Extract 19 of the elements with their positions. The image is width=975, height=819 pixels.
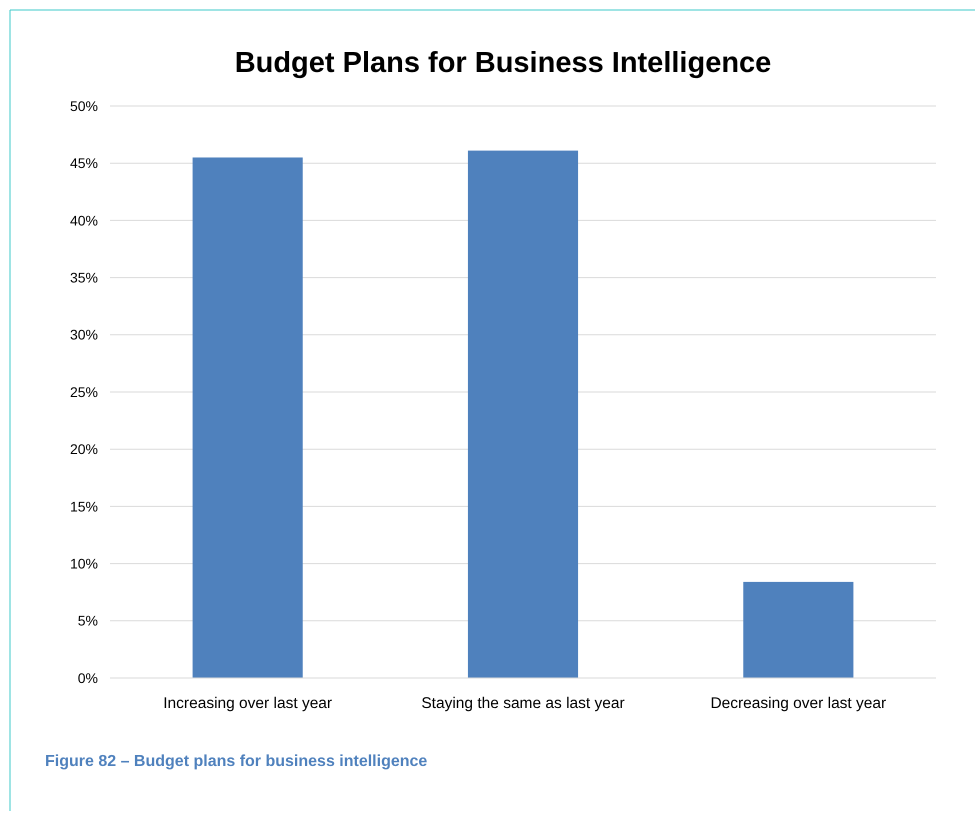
y-tick-label: 20% — [70, 441, 98, 458]
x-tick-label: Staying the same as last year — [421, 695, 625, 712]
y-tick-label: 15% — [70, 498, 98, 514]
chart-title: Budget Plans for Business Intelligence — [234, 47, 772, 79]
y-tick-label: 35% — [70, 270, 98, 286]
x-tick-label: Decreasing over last year — [710, 695, 886, 712]
caption: Figure 82 – Budget plans for business intelligence — [45, 753, 428, 770]
bar — [192, 157, 303, 678]
y-tick-label: 25% — [70, 384, 98, 400]
x-tick-label: Increasing over last year — [163, 695, 332, 712]
y-tick-label: 45% — [70, 155, 98, 172]
y-tick-label: 5% — [78, 612, 98, 629]
bar — [468, 150, 578, 678]
y-tick-label: 0% — [78, 670, 98, 686]
y-tick-label: 50% — [70, 98, 98, 114]
y-tick-label: 40% — [70, 212, 98, 228]
bar — [743, 582, 854, 678]
y-tick-label: 30% — [70, 326, 98, 343]
y-tick-label: 10% — [70, 556, 98, 572]
